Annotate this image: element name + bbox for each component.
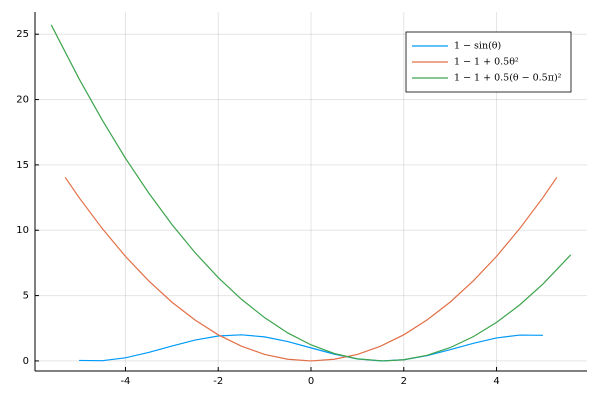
y-tick-label: 20 <box>16 95 29 106</box>
line-series <box>50 24 572 362</box>
y-tick-label: 10 <box>16 225 29 236</box>
legend-label: 1 − 1 + 0.5θ² <box>454 57 519 68</box>
x-tick-label: 4 <box>493 376 499 387</box>
y-tick-label: 0 <box>23 356 29 367</box>
x-tick-label: -4 <box>120 376 130 387</box>
line-series <box>64 176 558 362</box>
y-tick-label: 5 <box>23 291 29 302</box>
legend: 1 − sin(θ) 1 − 1 + 0.5θ² 1 − 1 + 0.5(θ − 0… <box>405 31 572 93</box>
legend-label: 1 − sin(θ) <box>454 41 501 52</box>
y-tick-label: 25 <box>16 29 29 40</box>
x-tick-label: -2 <box>213 376 223 387</box>
y-tick-label: 15 <box>16 160 29 171</box>
line-series <box>79 334 543 362</box>
x-tick-label: 2 <box>401 376 407 387</box>
legend-label: 1 − 1 + 0.5(θ − 0.5π)² <box>454 73 562 84</box>
x-tick-label: 0 <box>308 376 314 387</box>
